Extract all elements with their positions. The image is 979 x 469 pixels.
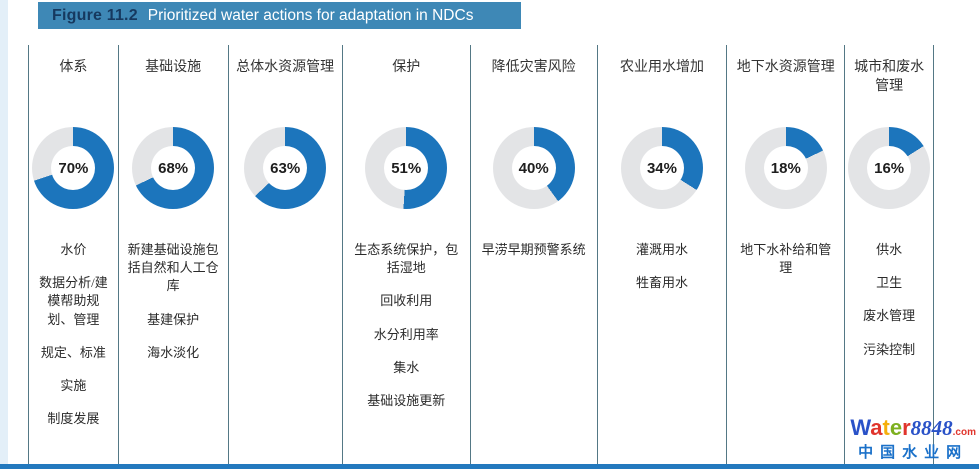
brand-tld: .com — [952, 427, 976, 438]
column-header: 地下水资源管理 — [736, 60, 835, 75]
left-edge-strip — [0, 0, 8, 469]
column-institutional: 体系 70% 水价 数据分析/建模帮助规划、管理 规定、标准 实施 制度发展 — [28, 45, 118, 464]
action-items: 供水 卫生 废水管理 污染控制 — [856, 241, 922, 359]
action-items: 新建基础设施包括自然和人工仓库 基建保护 海水淡化 — [119, 241, 228, 362]
donut-percent-label: 34% — [646, 159, 677, 177]
donut-chart: 63% — [244, 127, 327, 209]
action-item: 新建基础设施包括自然和人工仓库 — [127, 242, 219, 294]
action-item: 灌溉用水 — [635, 242, 688, 257]
column-groundwater-management: 地下水资源管理 18% 地下水补给和管理 — [726, 45, 844, 464]
water8848-watermark-logo: Water8848.com 中国水业网 — [850, 417, 976, 462]
action-item: 水分利用率 — [373, 326, 439, 342]
action-items: 灌溉用水 牲畜用水 — [629, 241, 695, 292]
donut-percent-label: 51% — [391, 159, 422, 177]
column-header: 农业用水增加 — [619, 60, 704, 75]
action-item: 牲畜用水 — [635, 275, 688, 291]
action-item: 回收利用 — [380, 293, 433, 309]
column-header: 保护 — [392, 60, 421, 75]
column-urban-and-wastewater: 城市和废水管理 16% 供水 卫生 废水管理 污染控制 — [844, 45, 935, 464]
donut-hole — [511, 146, 556, 190]
column-header: 体系 — [59, 60, 88, 75]
column-header: 总体水资源管理 — [236, 60, 335, 75]
brand-letter: W — [850, 415, 871, 440]
column-header: 降低灾害风险 — [491, 60, 576, 75]
donut-percent-label: 63% — [270, 159, 301, 177]
action-item: 规定、标准 — [40, 344, 106, 360]
brand-letter: a — [870, 415, 883, 440]
bottom-blue-bar — [0, 464, 979, 469]
column-header: 基础设施 — [145, 60, 202, 75]
action-item: 生态系统保护，包括湿地 — [354, 242, 459, 276]
action-item: 水价 — [60, 242, 87, 257]
column-protection: 保护 51% 生态系统保护，包括湿地 回收利用 水分利用率 集水 基础设施更新 — [341, 45, 470, 464]
donut-hole — [763, 146, 808, 190]
donut-chart: 34% — [620, 127, 703, 209]
figure-title-banner: Figure 11.2 Prioritized water actions fo… — [38, 2, 521, 29]
column-infrastructure: 基础设施 68% 新建基础设施包括自然和人工仓库 基建保护 海水淡化 — [117, 45, 228, 464]
action-item: 集水 — [393, 359, 420, 375]
action-item: 制度发展 — [47, 411, 100, 427]
action-item: 废水管理 — [863, 308, 916, 324]
donut-chart: 51% — [365, 127, 448, 209]
donut-chart: 40% — [492, 127, 575, 209]
brand-number: 8848 — [910, 416, 953, 440]
donut-chart: 68% — [132, 127, 215, 209]
action-items: 生态系统保护，包括湿地 回收利用 水分利用率 集水 基础设施更新 — [343, 241, 470, 410]
action-item: 实施 — [60, 377, 87, 393]
donut-hole — [151, 146, 196, 190]
donut-chart: 16% — [848, 127, 931, 209]
donut-hole — [51, 146, 96, 190]
watermark-brand-line: Water8848.com — [850, 417, 976, 439]
action-items: 地下水补给和管理 — [727, 241, 844, 277]
brand-letter: r — [902, 415, 911, 440]
watermark-subtitle: 中国水业网 — [858, 444, 969, 461]
figure-number-label: Figure 11.2 — [52, 6, 138, 24]
brand-letter: e — [889, 415, 903, 440]
donut-percent-label: 16% — [874, 159, 905, 177]
donut-chart: 18% — [744, 127, 827, 209]
brand-letter: t — [882, 415, 890, 440]
action-item: 海水淡化 — [147, 344, 200, 360]
donut-hole — [867, 146, 912, 190]
action-items: 早涝早期预警系统 — [475, 241, 593, 259]
column-header: 城市和废水管理 — [854, 60, 925, 94]
action-items: 水价 数据分析/建模帮助规划、管理 规定、标准 实施 制度发展 — [29, 241, 118, 428]
column-disaster-risk-reduction: 降低灾害风险 40% 早涝早期预警系统 — [469, 45, 597, 464]
donut-percent-label: 40% — [518, 159, 549, 177]
action-item: 数据分析/建模帮助规划、管理 — [39, 275, 108, 327]
action-item: 基建保护 — [147, 311, 200, 327]
action-item: 污染控制 — [863, 341, 916, 357]
column-agricultural-water-increase: 农业用水增加 34% 灌溉用水 牲畜用水 — [596, 45, 727, 464]
category-columns: 体系 70% 水价 数据分析/建模帮助规划、管理 规定、标准 实施 制度发展 基… — [28, 45, 935, 464]
column-overall-water-management: 总体水资源管理 63% — [227, 45, 342, 464]
donut-hole — [639, 146, 684, 190]
donut-hole — [384, 146, 429, 190]
action-item: 卫生 — [876, 275, 903, 291]
donut-percent-label: 70% — [58, 159, 89, 177]
action-item: 基础设施更新 — [367, 392, 446, 408]
action-item: 地下水补给和管理 — [740, 242, 832, 276]
donut-chart: 70% — [32, 127, 115, 209]
figure-title: Prioritized water actions for adaptation… — [147, 6, 474, 24]
donut-hole — [263, 146, 308, 190]
donut-percent-label: 68% — [158, 159, 189, 177]
donut-percent-label: 18% — [770, 159, 801, 177]
action-item: 供水 — [876, 242, 903, 257]
action-item: 早涝早期预警系统 — [481, 242, 586, 257]
